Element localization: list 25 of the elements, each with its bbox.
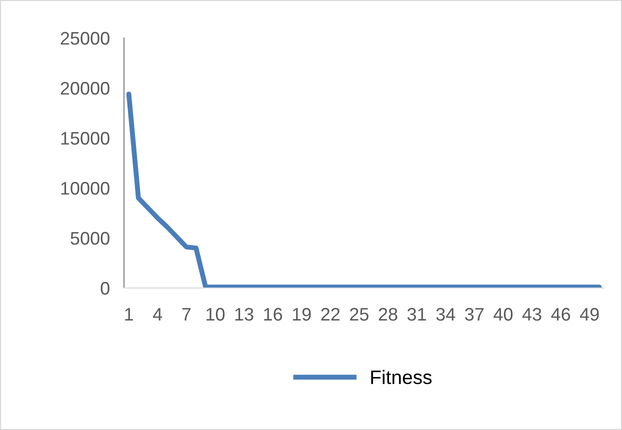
x-tick-label: 22 xyxy=(321,308,340,321)
x-tick-label: 49 xyxy=(580,308,599,321)
x-tick-label: 46 xyxy=(551,308,570,321)
x-tick-label: 43 xyxy=(522,308,542,321)
y-tick-label: 0 xyxy=(100,282,110,295)
x-tick-label: 10 xyxy=(206,308,225,321)
x-tick-label: 1 xyxy=(125,308,133,321)
x-tick-label: 28 xyxy=(378,308,398,321)
x-tick-label: 25 xyxy=(350,308,368,321)
x-tick-label: 31 xyxy=(407,308,426,321)
x-tick-label: 13 xyxy=(235,308,254,321)
y-tick-label: 25000 xyxy=(60,32,110,45)
y-tick-label: 10000 xyxy=(61,182,110,195)
y-tick-label: 15000 xyxy=(61,132,110,145)
legend-label: Fitness xyxy=(371,370,432,384)
y-tick-label: 5000 xyxy=(70,232,110,245)
y-tick-label: 20000 xyxy=(60,82,110,95)
x-tick-label: 34 xyxy=(436,308,456,321)
x-tick-label: 37 xyxy=(465,308,484,321)
x-tick-label: 4 xyxy=(152,308,162,321)
x-tick-label: 16 xyxy=(264,308,282,321)
x-tick-label: 40 xyxy=(494,308,513,321)
x-tick-label: 19 xyxy=(292,308,311,321)
x-tick-label: 7 xyxy=(182,308,191,321)
line-series xyxy=(126,92,602,288)
